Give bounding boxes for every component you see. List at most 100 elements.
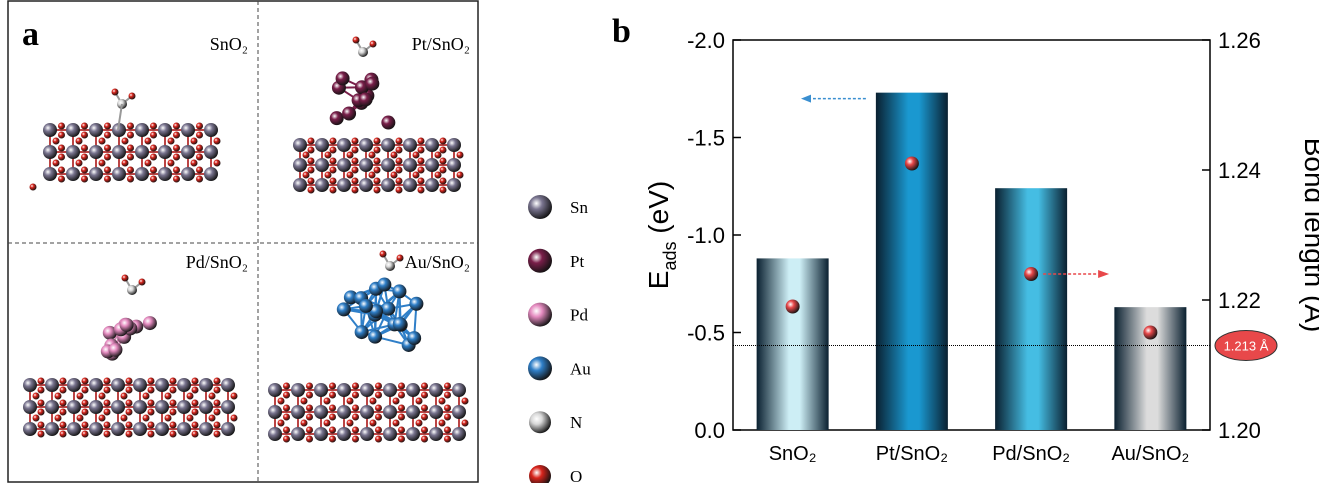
atom xyxy=(306,414,313,421)
atom xyxy=(429,383,443,397)
atom xyxy=(375,392,382,399)
atom xyxy=(381,116,395,130)
atom xyxy=(77,393,84,400)
y2-tick-label: 1.26 xyxy=(1218,28,1261,53)
atom xyxy=(418,187,425,194)
atom xyxy=(38,378,45,385)
atom xyxy=(192,387,199,394)
atom xyxy=(303,152,310,159)
atom xyxy=(192,431,199,438)
atom xyxy=(108,343,122,357)
atom xyxy=(528,195,552,219)
atom xyxy=(425,178,439,192)
atom xyxy=(330,147,337,154)
atom xyxy=(45,422,59,436)
atom xyxy=(168,138,175,145)
atom xyxy=(439,420,446,427)
atom xyxy=(329,405,336,412)
atom xyxy=(196,167,203,174)
atom xyxy=(374,178,381,185)
atom xyxy=(150,145,157,152)
atom xyxy=(81,167,88,174)
atom xyxy=(529,465,551,483)
atom xyxy=(398,405,405,412)
atom xyxy=(66,123,80,137)
atom xyxy=(99,160,106,167)
atom xyxy=(457,152,464,159)
atom xyxy=(192,422,199,429)
atom xyxy=(397,255,404,262)
atom xyxy=(381,138,395,152)
atom xyxy=(329,392,336,399)
atom xyxy=(112,145,126,159)
atom xyxy=(214,400,221,407)
atom xyxy=(82,378,89,385)
atom xyxy=(359,158,373,172)
atom xyxy=(369,152,376,159)
atom xyxy=(139,279,146,286)
atom xyxy=(301,398,308,405)
atom xyxy=(135,167,149,181)
atom-legend-label: N xyxy=(570,413,582,432)
atom xyxy=(67,422,81,436)
atom xyxy=(60,387,67,394)
atom xyxy=(82,387,89,394)
atom xyxy=(352,436,359,443)
atom xyxy=(127,145,134,152)
atom-legend-label: Sn xyxy=(570,198,588,217)
atom xyxy=(403,158,417,172)
atom xyxy=(181,145,195,159)
atom xyxy=(293,178,307,192)
atom xyxy=(66,167,80,181)
atom xyxy=(393,420,400,427)
atom xyxy=(330,138,337,145)
atom xyxy=(133,400,147,414)
atom xyxy=(30,184,37,191)
atom xyxy=(60,431,67,438)
atom xyxy=(406,427,420,441)
atom xyxy=(413,172,420,179)
atom xyxy=(214,387,221,394)
atom xyxy=(374,187,381,194)
atom xyxy=(133,378,147,392)
atom-legend-label: O xyxy=(570,467,582,483)
atom xyxy=(55,393,62,400)
atom xyxy=(38,387,45,394)
atom xyxy=(104,378,111,385)
atom xyxy=(416,420,423,427)
atom xyxy=(89,378,103,392)
atom xyxy=(67,378,81,392)
atom xyxy=(528,249,552,273)
atom xyxy=(336,71,350,85)
atom xyxy=(99,393,106,400)
atom xyxy=(104,123,111,130)
atom xyxy=(126,400,133,407)
atom xyxy=(283,383,290,390)
y-axis-title: Eads (eV) xyxy=(643,181,680,289)
atom xyxy=(278,420,285,427)
atom xyxy=(155,378,169,392)
atom xyxy=(396,147,403,154)
atom xyxy=(214,409,221,416)
atom xyxy=(127,123,134,130)
atom xyxy=(127,154,134,161)
atom xyxy=(89,145,103,159)
atom xyxy=(165,415,172,422)
atom xyxy=(148,431,155,438)
atom xyxy=(231,415,238,422)
atom xyxy=(150,167,157,174)
atom xyxy=(375,436,382,443)
atom xyxy=(76,138,83,145)
atom xyxy=(126,422,133,429)
atom xyxy=(374,147,381,154)
atom xyxy=(374,158,381,165)
atom xyxy=(330,187,337,194)
atom xyxy=(329,383,336,390)
atom xyxy=(143,393,150,400)
y-axis-title-part: (eV) xyxy=(643,181,674,242)
atom xyxy=(368,330,382,344)
atom xyxy=(337,302,351,316)
y2-tick-label: 1.22 xyxy=(1218,288,1261,313)
atom xyxy=(111,422,125,436)
atom xyxy=(214,422,221,429)
